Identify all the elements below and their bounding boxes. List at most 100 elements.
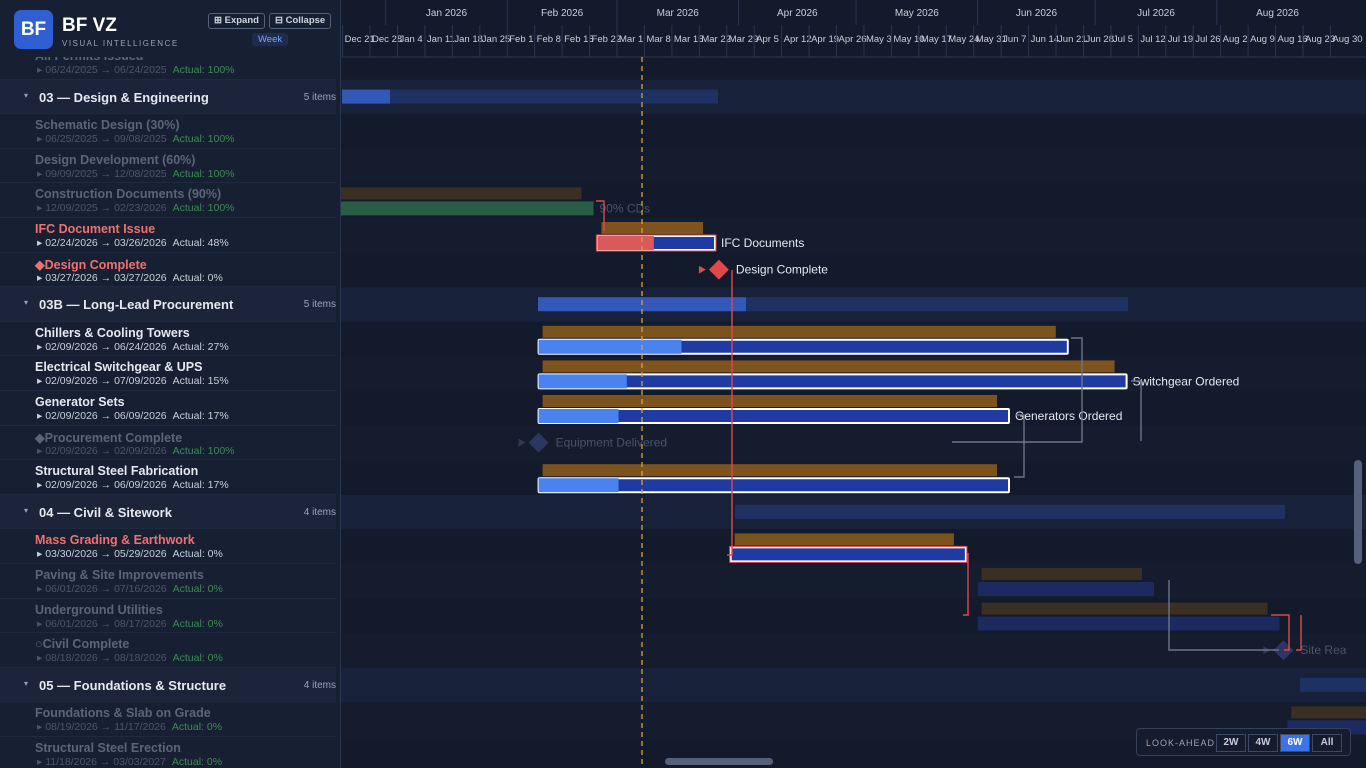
task-row[interactable]: Mass Grading & Earthwork ▸ 03/30/2026 → 0…	[0, 529, 336, 564]
lookahead-option[interactable]: 6W	[1280, 734, 1310, 752]
task-row[interactable]: ○Civil Complete ▸ 08/18/2026 → 08/18/2026…	[0, 633, 336, 668]
group-row[interactable]: ▾ 03 — Design & Engineering 5 items	[0, 79, 336, 115]
week-label: Jun 21	[1058, 34, 1087, 45]
date-range: 02/24/2026 → 03/26/2026	[45, 237, 167, 249]
group-progress	[342, 89, 390, 104]
week-label: Aug 30	[1332, 34, 1362, 45]
task-row[interactable]: IFC Document Issue ▸ 02/24/2026 → 03/26/2…	[0, 218, 336, 253]
dependency-line	[1168, 580, 1279, 651]
baseline-bar	[542, 395, 997, 407]
lookahead-label: LOOK-AHEAD	[1146, 738, 1216, 748]
dependency-line	[596, 200, 605, 231]
baseline-bar	[542, 464, 997, 477]
task-title: Generator Sets	[35, 395, 125, 409]
collapse-button[interactable]: ⊟ Collapse	[269, 13, 332, 29]
scale-badge[interactable]: Week	[252, 33, 289, 46]
actual-progress: Actual: 100%	[172, 133, 235, 146]
week-label: Feb 1	[509, 34, 533, 45]
task-title-text: Generator Sets	[35, 395, 125, 409]
task-row[interactable]: Schematic Design (30%) ▸ 06/25/2025 → 09/…	[0, 114, 336, 149]
row-band	[341, 114, 1366, 149]
date-range: 02/09/2026 → 07/09/2026	[45, 375, 167, 388]
actual-progress: Actual: 0%	[171, 721, 223, 734]
actual-progress: Actual: 100%	[172, 202, 235, 215]
task-row[interactable]: Structural Steel Fabrication ▸ 02/09/2026…	[0, 460, 336, 495]
task-dates: ▸ 02/09/2026 → 07/09/2026 Actual: 15%	[37, 375, 229, 388]
week-label: Jul 5	[1113, 34, 1133, 45]
group-bar	[735, 504, 1285, 519]
task-row[interactable]: Paving & Site Improvements ▸ 06/01/2026 →…	[0, 564, 336, 599]
panel-header: BF BF VZ VISUAL INTELLIGENCE ⊞ Expand ⊟ …	[0, 0, 340, 57]
actual-progress: Actual: 100%	[172, 444, 235, 457]
bar-label: IFC Documents	[721, 236, 804, 250]
group-row[interactable]: ▾ 05 — Foundations & Structure 4 items	[0, 667, 336, 703]
expand-button[interactable]: ⊞ Expand	[208, 13, 265, 29]
group-title: 05 — Foundations & Structure	[39, 677, 227, 693]
task-title-text: Schematic Design (30%)	[35, 118, 180, 133]
task-title: Design Development (60%)	[35, 153, 195, 167]
task-row[interactable]: Structural Steel Erection ▸ 11/18/2026 → …	[0, 737, 336, 768]
baseline-bar	[981, 568, 1143, 580]
task-title: Mass Grading & Earthwork	[35, 533, 195, 547]
logo: BF	[14, 10, 53, 49]
date-range: 03/27/2026 → 03/27/2026	[45, 271, 167, 284]
task-row[interactable]: ◆Design Complete ▸ 03/27/2026 → 03/27/202…	[0, 253, 336, 288]
item-count: 5 items	[303, 91, 336, 103]
group-bar	[1300, 677, 1366, 692]
task-title: Foundations & Slab on Grade	[35, 706, 211, 720]
group-row[interactable]: ▾ 04 — Civil & Sitework 4 items	[0, 494, 336, 530]
week-label: Dec 28	[372, 34, 402, 45]
actual-progress: Actual: 0%	[171, 756, 223, 768]
group-title: 03B — Long-Lead Procurement	[39, 297, 234, 313]
week-label: Apr 12	[784, 34, 812, 45]
date-range: 02/09/2026 → 06/09/2026	[45, 479, 167, 492]
task-dates: ▸ 02/09/2026 → 02/09/2026 Actual: 100%	[37, 444, 235, 457]
task-row[interactable]: Construction Documents (90%) ▸ 12/09/2025…	[0, 183, 336, 218]
task-title-text: Civil Complete	[42, 637, 130, 652]
task-dates: ▸ 06/01/2026 → 07/16/2026 Actual: 0%	[37, 583, 223, 595]
task-row[interactable]: Generator Sets ▸ 02/09/2026 → 06/09/2026 A…	[0, 391, 336, 426]
task-row[interactable]: Chillers & Cooling Towers ▸ 02/09/2026 → …	[0, 322, 336, 357]
group-row[interactable]: ▾ 03B — Long-Lead Procurement 5 items	[0, 287, 336, 322]
lookahead-option[interactable]: All	[1312, 734, 1342, 752]
task-dates: ▸ 03/30/2026 → 05/29/2026 Actual: 0%	[37, 548, 223, 561]
task-row[interactable]: Electrical Switchgear & UPS ▸ 02/09/2026 …	[0, 356, 336, 391]
task-title-text: Mass Grading & Earthwork	[35, 533, 195, 548]
task-title-text: Paving & Site Improvements	[35, 568, 204, 582]
task-title: IFC Document Issue	[35, 222, 155, 236]
critical-outline	[595, 234, 717, 252]
week-label: Mar 15	[674, 34, 704, 45]
actual-progress: Actual: 17%	[172, 479, 229, 492]
week-label: Mar 29	[729, 34, 759, 45]
task-row[interactable]: Foundations & Slab on Grade ▸ 08/19/2026 …	[0, 702, 336, 737]
task-row[interactable]: ◆Procurement Complete ▸ 02/09/2026 → 02/0…	[0, 426, 336, 461]
expand-label: Expand	[224, 15, 259, 26]
dependency-line	[963, 553, 969, 616]
lookahead-option[interactable]: 2W	[1216, 734, 1246, 752]
week-label: Jun 28	[1085, 34, 1114, 45]
date-range: 06/24/2025 → 06/24/2025	[45, 64, 167, 76]
task-dates: ▸ 06/24/2025 → 06/24/2025 Actual: 100%	[37, 64, 235, 76]
week-label: May 17	[921, 34, 952, 45]
task-title-text: Structural Steel Fabrication	[35, 464, 199, 479]
dependency-line	[952, 337, 1083, 443]
brand: BF VZ	[62, 15, 117, 36]
row-band	[341, 148, 1366, 184]
row-band	[341, 667, 1366, 703]
week-label: Jul 26	[1195, 34, 1220, 45]
week-label: Mar 1	[619, 34, 643, 45]
task-row[interactable]: Design Development (60%) ▸ 09/09/2025 → 1…	[0, 149, 336, 184]
task-row[interactable]: Underground Utilities ▸ 06/01/2026 → 08/1…	[0, 599, 336, 634]
week-label: Aug 2	[1223, 34, 1248, 45]
week-label: Jul 19	[1168, 34, 1193, 45]
week-label: Jan 11	[427, 34, 455, 45]
row-band	[341, 45, 1366, 80]
week-label: Jan 25	[482, 34, 511, 45]
week-label: Feb 8	[537, 34, 561, 45]
lookahead-option[interactable]: 4W	[1248, 734, 1278, 752]
week-label: Jun 14	[1031, 34, 1060, 45]
baseline-bar	[542, 360, 1115, 373]
month-label: Jul 2026	[1137, 8, 1175, 19]
week-label: Feb 22	[592, 34, 622, 45]
